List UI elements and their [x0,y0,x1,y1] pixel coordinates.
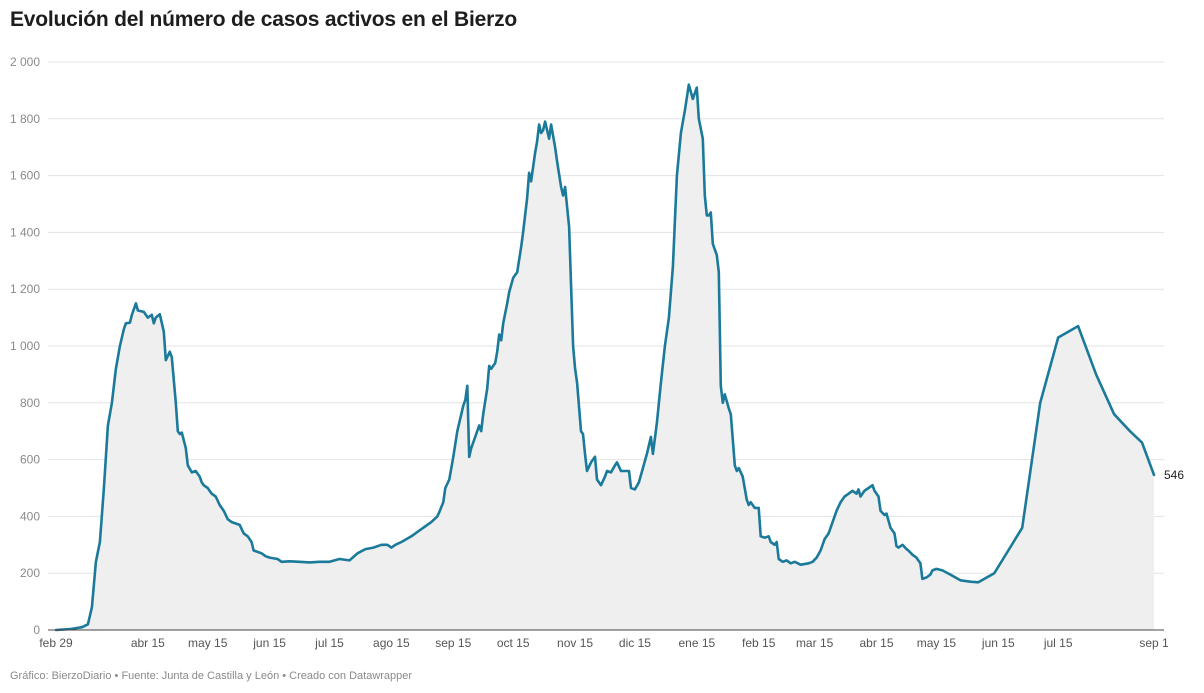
x-tick-label: ene 15 [678,636,715,650]
x-tick-label: jul 15 [1043,636,1073,650]
x-tick-label: feb 15 [742,636,776,650]
x-tick-label: nov 15 [557,636,593,650]
last-value-label: 546 [1164,468,1184,482]
x-tick-label: sep 1 [1139,636,1169,650]
x-tick-label: dic 15 [619,636,651,650]
series-area-fill [56,84,1154,630]
x-tick-label: feb 29 [39,636,73,650]
y-tick-label: 1 000 [10,339,40,353]
chart-title: Evolución del número de casos activos en… [10,8,517,31]
x-tick-label: jun 15 [981,636,1015,650]
y-axis-tick-labels: 0 200 400 600 800 1 000 1 200 1 400 1 600 1 800 2 … [10,55,40,637]
x-axis-tick-labels: feb 29 abr 15 may 15 jun 15 jul 15 ago 15 sep … [39,636,1169,650]
chart-footer: Gráfico: BierzoDiario • Fuente: Junta de… [10,670,413,682]
x-tick-label: oct 15 [497,636,530,650]
series-line [54,83,1156,632]
x-tick-label: ago 15 [373,636,410,650]
x-tick-label: jun 15 [252,636,286,650]
x-tick-label: abr 15 [131,636,165,650]
y-tick-label: 0 [33,623,40,637]
y-tick-label: 600 [20,453,40,467]
x-tick-label: may 15 [188,636,228,650]
x-tick-label: abr 15 [859,636,893,650]
y-tick-label: 1 600 [10,169,40,183]
y-tick-label: 200 [20,566,40,580]
y-tick-label: 1 800 [10,112,40,126]
x-tick-label: sep 15 [435,636,471,650]
y-tick-label: 800 [20,396,40,410]
y-tick-label: 1 400 [10,225,40,239]
x-tick-label: jul 15 [314,636,344,650]
x-tick-label: mar 15 [796,636,834,650]
y-tick-label: 400 [20,509,40,523]
y-tick-label: 2 000 [10,55,40,69]
y-tick-label: 1 200 [10,282,40,296]
x-tick-label: may 15 [917,636,957,650]
